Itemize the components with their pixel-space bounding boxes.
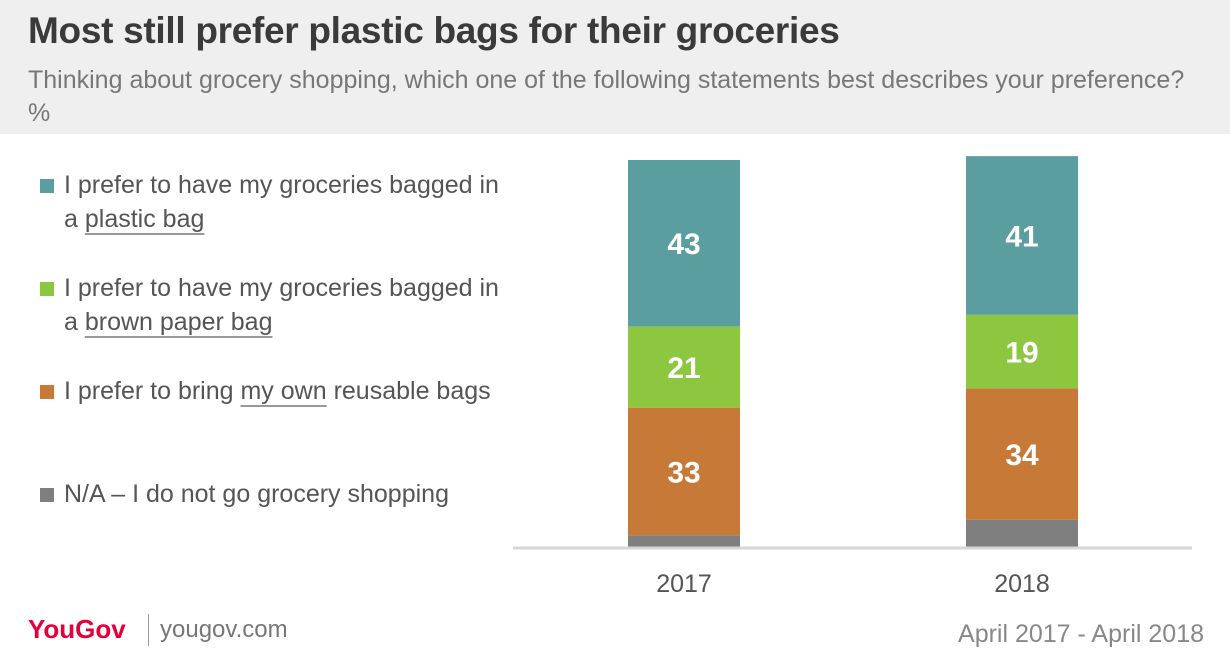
legend-text-pre: N/A – I do not go grocery shopping [64, 480, 449, 508]
bar-segment [966, 314, 1078, 389]
legend-item: I prefer to have my groceries bagged in … [40, 168, 510, 271]
stacked-bar-chart: 33 21 43 2017 34 19 41 2018 [513, 156, 1192, 598]
legend-text-pre: I prefer to bring [64, 377, 241, 405]
legend-text-underline: my own [240, 377, 327, 405]
data-label: 43 [667, 228, 700, 261]
legend-text-post: reusable bags [326, 377, 491, 405]
bar-segment [628, 160, 740, 327]
legend-swatch [40, 385, 54, 399]
data-label: 33 [667, 457, 700, 490]
data-label: 34 [1005, 439, 1039, 472]
bar-segment [628, 535, 740, 547]
legend-swatch [40, 179, 54, 193]
yougov-logo: YouGov [28, 614, 126, 644]
data-label: 19 [1005, 337, 1038, 370]
legend-text-pre: I prefer to have my groceries bagged in … [64, 274, 499, 336]
date-range: April 2017 - April 2018 [958, 620, 1204, 648]
legend-swatch [40, 282, 54, 296]
footer-divider [148, 614, 149, 646]
legend-text-pre: I prefer to have my groceries bagged in … [64, 171, 499, 233]
bar-segment [966, 388, 1078, 520]
x-tick-label: 2018 [994, 570, 1050, 598]
legend-text-underline: plastic bag [84, 205, 205, 233]
legend: I prefer to have my groceries bagged in … [40, 168, 510, 580]
bar-segment [628, 407, 740, 536]
data-label: 41 [1005, 220, 1038, 253]
data-label: 21 [667, 352, 700, 385]
legend-text-underline: brown paper bag [84, 308, 273, 336]
chart-subtitle: Thinking about grocery shopping, which o… [28, 66, 1185, 127]
legend-item: I prefer to bring my own reusable bags [40, 374, 510, 477]
legend-item: I prefer to have my groceries bagged in … [40, 271, 510, 374]
x-tick-label: 2017 [656, 570, 712, 598]
chart-title: Most still prefer plastic bags for their… [28, 10, 840, 51]
bar-segment [966, 519, 1078, 547]
bar-segment [966, 156, 1078, 315]
bar-segment [628, 326, 740, 408]
legend-item: N/A – I do not go grocery shopping [40, 477, 510, 580]
legend-swatch [40, 488, 54, 502]
header: Most still prefer plastic bags for their… [0, 0, 1230, 134]
footer-url[interactable]: yougov.com [160, 616, 288, 643]
